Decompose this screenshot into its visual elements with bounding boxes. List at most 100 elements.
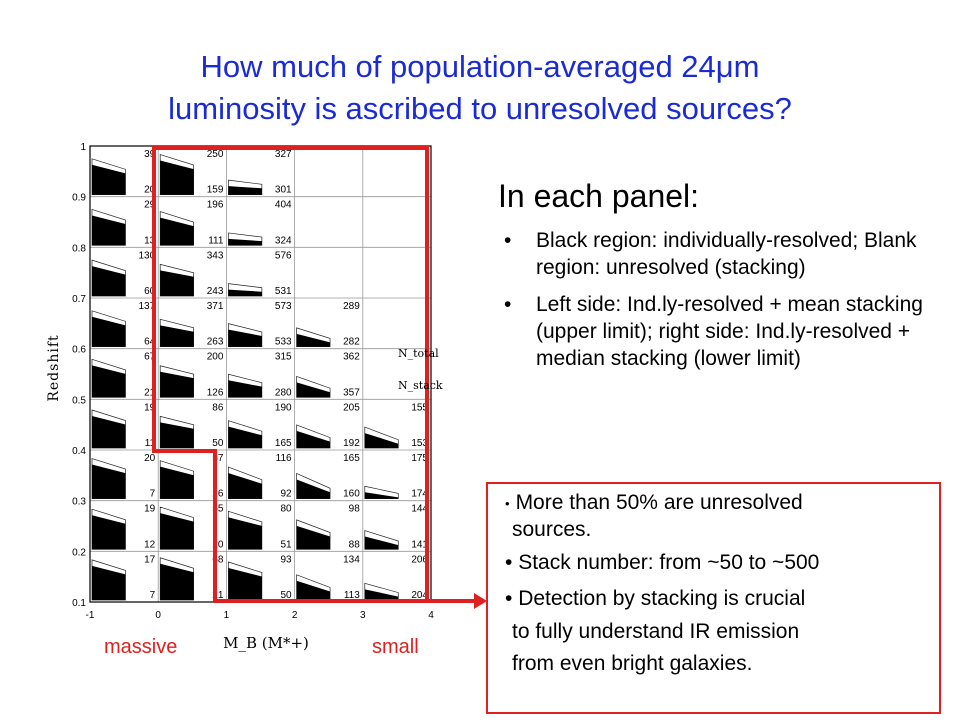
panel-heading: In each panel: xyxy=(498,178,700,214)
legend-n-total: N_total xyxy=(398,347,439,360)
n-total-label: 17 xyxy=(144,554,156,565)
description-text-2: Left side: Ind.ly-resolved + mean stacki… xyxy=(536,293,923,370)
n-total-label: 200 xyxy=(207,352,224,363)
n-total-label: 205 xyxy=(343,402,360,413)
n-stack-label: 174 xyxy=(411,489,428,500)
n-total-label: 371 xyxy=(207,301,224,312)
n-stack-label: 280 xyxy=(275,387,292,398)
bullet-icon: • xyxy=(504,293,512,316)
y-tick-label: 0.7 xyxy=(72,294,86,305)
y-tick-label: 0.1 xyxy=(72,598,86,609)
x-tick-label: 1 xyxy=(224,610,230,621)
highlight-overlay xyxy=(152,146,487,609)
n-total-label: 250 xyxy=(207,149,224,160)
n-stack-label: 11 xyxy=(145,438,156,449)
legend-n-stack: N_stack xyxy=(398,379,443,392)
resolved-region xyxy=(364,433,399,448)
highlight-outline xyxy=(152,146,429,603)
n-total-label: 144 xyxy=(411,504,428,515)
n-total-label: 289 xyxy=(343,301,360,312)
n-stack-label: 160 xyxy=(343,489,360,500)
description-item: • Black region: individually-resolved; Bl… xyxy=(500,227,940,281)
resolved-region xyxy=(92,515,126,550)
n-stack-label: 531 xyxy=(275,286,292,297)
resolved-region xyxy=(92,464,126,499)
label-small: small xyxy=(372,636,419,658)
y-tick-label: 0.6 xyxy=(72,345,86,356)
n-stack-label: 50 xyxy=(212,438,224,449)
y-axis-label: Redshift xyxy=(46,334,62,401)
n-stack-label: 21 xyxy=(144,387,156,398)
resolved-region xyxy=(296,479,331,499)
x-tick-label: 2 xyxy=(292,610,298,621)
n-stack-label: 192 xyxy=(343,438,360,449)
resolved-region xyxy=(160,270,194,296)
resolved-region xyxy=(92,164,126,195)
n-total-label: 29 xyxy=(144,200,156,211)
resolved-region xyxy=(160,160,194,195)
n-total-label: 19 xyxy=(144,402,156,413)
n-total-label: 190 xyxy=(275,402,292,413)
n-stack-label: 20 xyxy=(212,539,224,550)
n-total-label: 98 xyxy=(349,504,361,515)
n-stack-label: 13 xyxy=(144,235,156,246)
resolved-region xyxy=(160,217,194,246)
resolved-region xyxy=(228,473,262,499)
bullet-icon: • xyxy=(505,551,519,574)
x-tick-label: 0 xyxy=(155,610,161,621)
n-stack-label: 20 xyxy=(144,185,156,196)
resolved-region xyxy=(296,333,331,347)
resolved-region xyxy=(92,215,126,246)
resolved-region xyxy=(296,382,331,398)
n-stack-label: 64 xyxy=(144,337,156,348)
resolved-region xyxy=(92,316,126,347)
resolved-region xyxy=(160,371,194,398)
n-total-label: 155 xyxy=(411,402,428,413)
n-stack-label: 113 xyxy=(344,590,360,601)
n-stack-label: 141 xyxy=(411,539,428,550)
n-total-label: 165 xyxy=(343,453,360,464)
description-list: • Black region: individually-resolved; Bl… xyxy=(500,227,940,382)
n-stack-label: 21 xyxy=(212,590,224,601)
n-stack-label: 165 xyxy=(275,438,292,449)
n-stack-label: 92 xyxy=(280,489,292,500)
n-stack-label: 60 xyxy=(144,286,156,297)
n-total-label: 93 xyxy=(280,554,292,565)
note-line-4: • Detection by stacking is crucial xyxy=(505,587,935,611)
n-stack-label: 26 xyxy=(212,489,224,500)
title-line-1: How much of population-averaged 24μm xyxy=(200,49,760,84)
description-item: • Left side: Ind.ly-resolved + mean stack… xyxy=(500,291,940,372)
resolved-region xyxy=(228,289,262,296)
y-tick-label: 0.9 xyxy=(72,193,86,204)
n-total-label: 57 xyxy=(212,453,224,464)
resolved-region xyxy=(228,186,262,195)
resolved-region xyxy=(228,329,262,347)
resolved-region xyxy=(228,568,262,600)
resolved-region xyxy=(160,422,194,448)
grid-lines xyxy=(90,146,431,602)
note-line-5: to fully understand IR emission xyxy=(512,620,800,643)
resolved-region xyxy=(92,416,126,448)
highlight-note-box xyxy=(486,482,941,714)
n-total-label: 86 xyxy=(212,402,224,413)
n-total-label: 404 xyxy=(275,200,292,211)
axis-ticks: -1 0 1 2 3 40.10.20.30.40.50.60.70.80.91 xyxy=(72,142,434,621)
n-stack-label: 51 xyxy=(280,539,292,550)
n-stack-label: 126 xyxy=(207,387,224,398)
n-total-label: 39 xyxy=(144,149,156,160)
resolved-region xyxy=(364,492,399,499)
n-total-label: 175 xyxy=(411,453,428,464)
n-total-label: 55 xyxy=(212,504,224,515)
n-stack-label: 12 xyxy=(144,539,156,550)
n-total-label: 327 xyxy=(275,149,292,160)
resolved-region xyxy=(296,430,331,448)
n-stack-label: 263 xyxy=(207,337,224,348)
n-total-label: 137 xyxy=(139,301,156,312)
n-total-label: 116 xyxy=(276,453,292,464)
x-axis-label: M_B (M*+) xyxy=(223,634,309,652)
n-stack-label: 153 xyxy=(411,438,428,449)
n-total-label: 134 xyxy=(343,554,360,565)
n-total-label: 130 xyxy=(139,250,156,261)
note-line-6: from even bright galaxies. xyxy=(512,652,753,675)
panel-cells xyxy=(91,154,399,601)
